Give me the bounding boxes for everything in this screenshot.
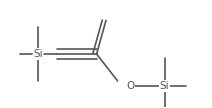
Text: O: O [126,81,134,91]
Text: Si: Si [33,49,43,59]
Text: Si: Si [160,81,169,91]
